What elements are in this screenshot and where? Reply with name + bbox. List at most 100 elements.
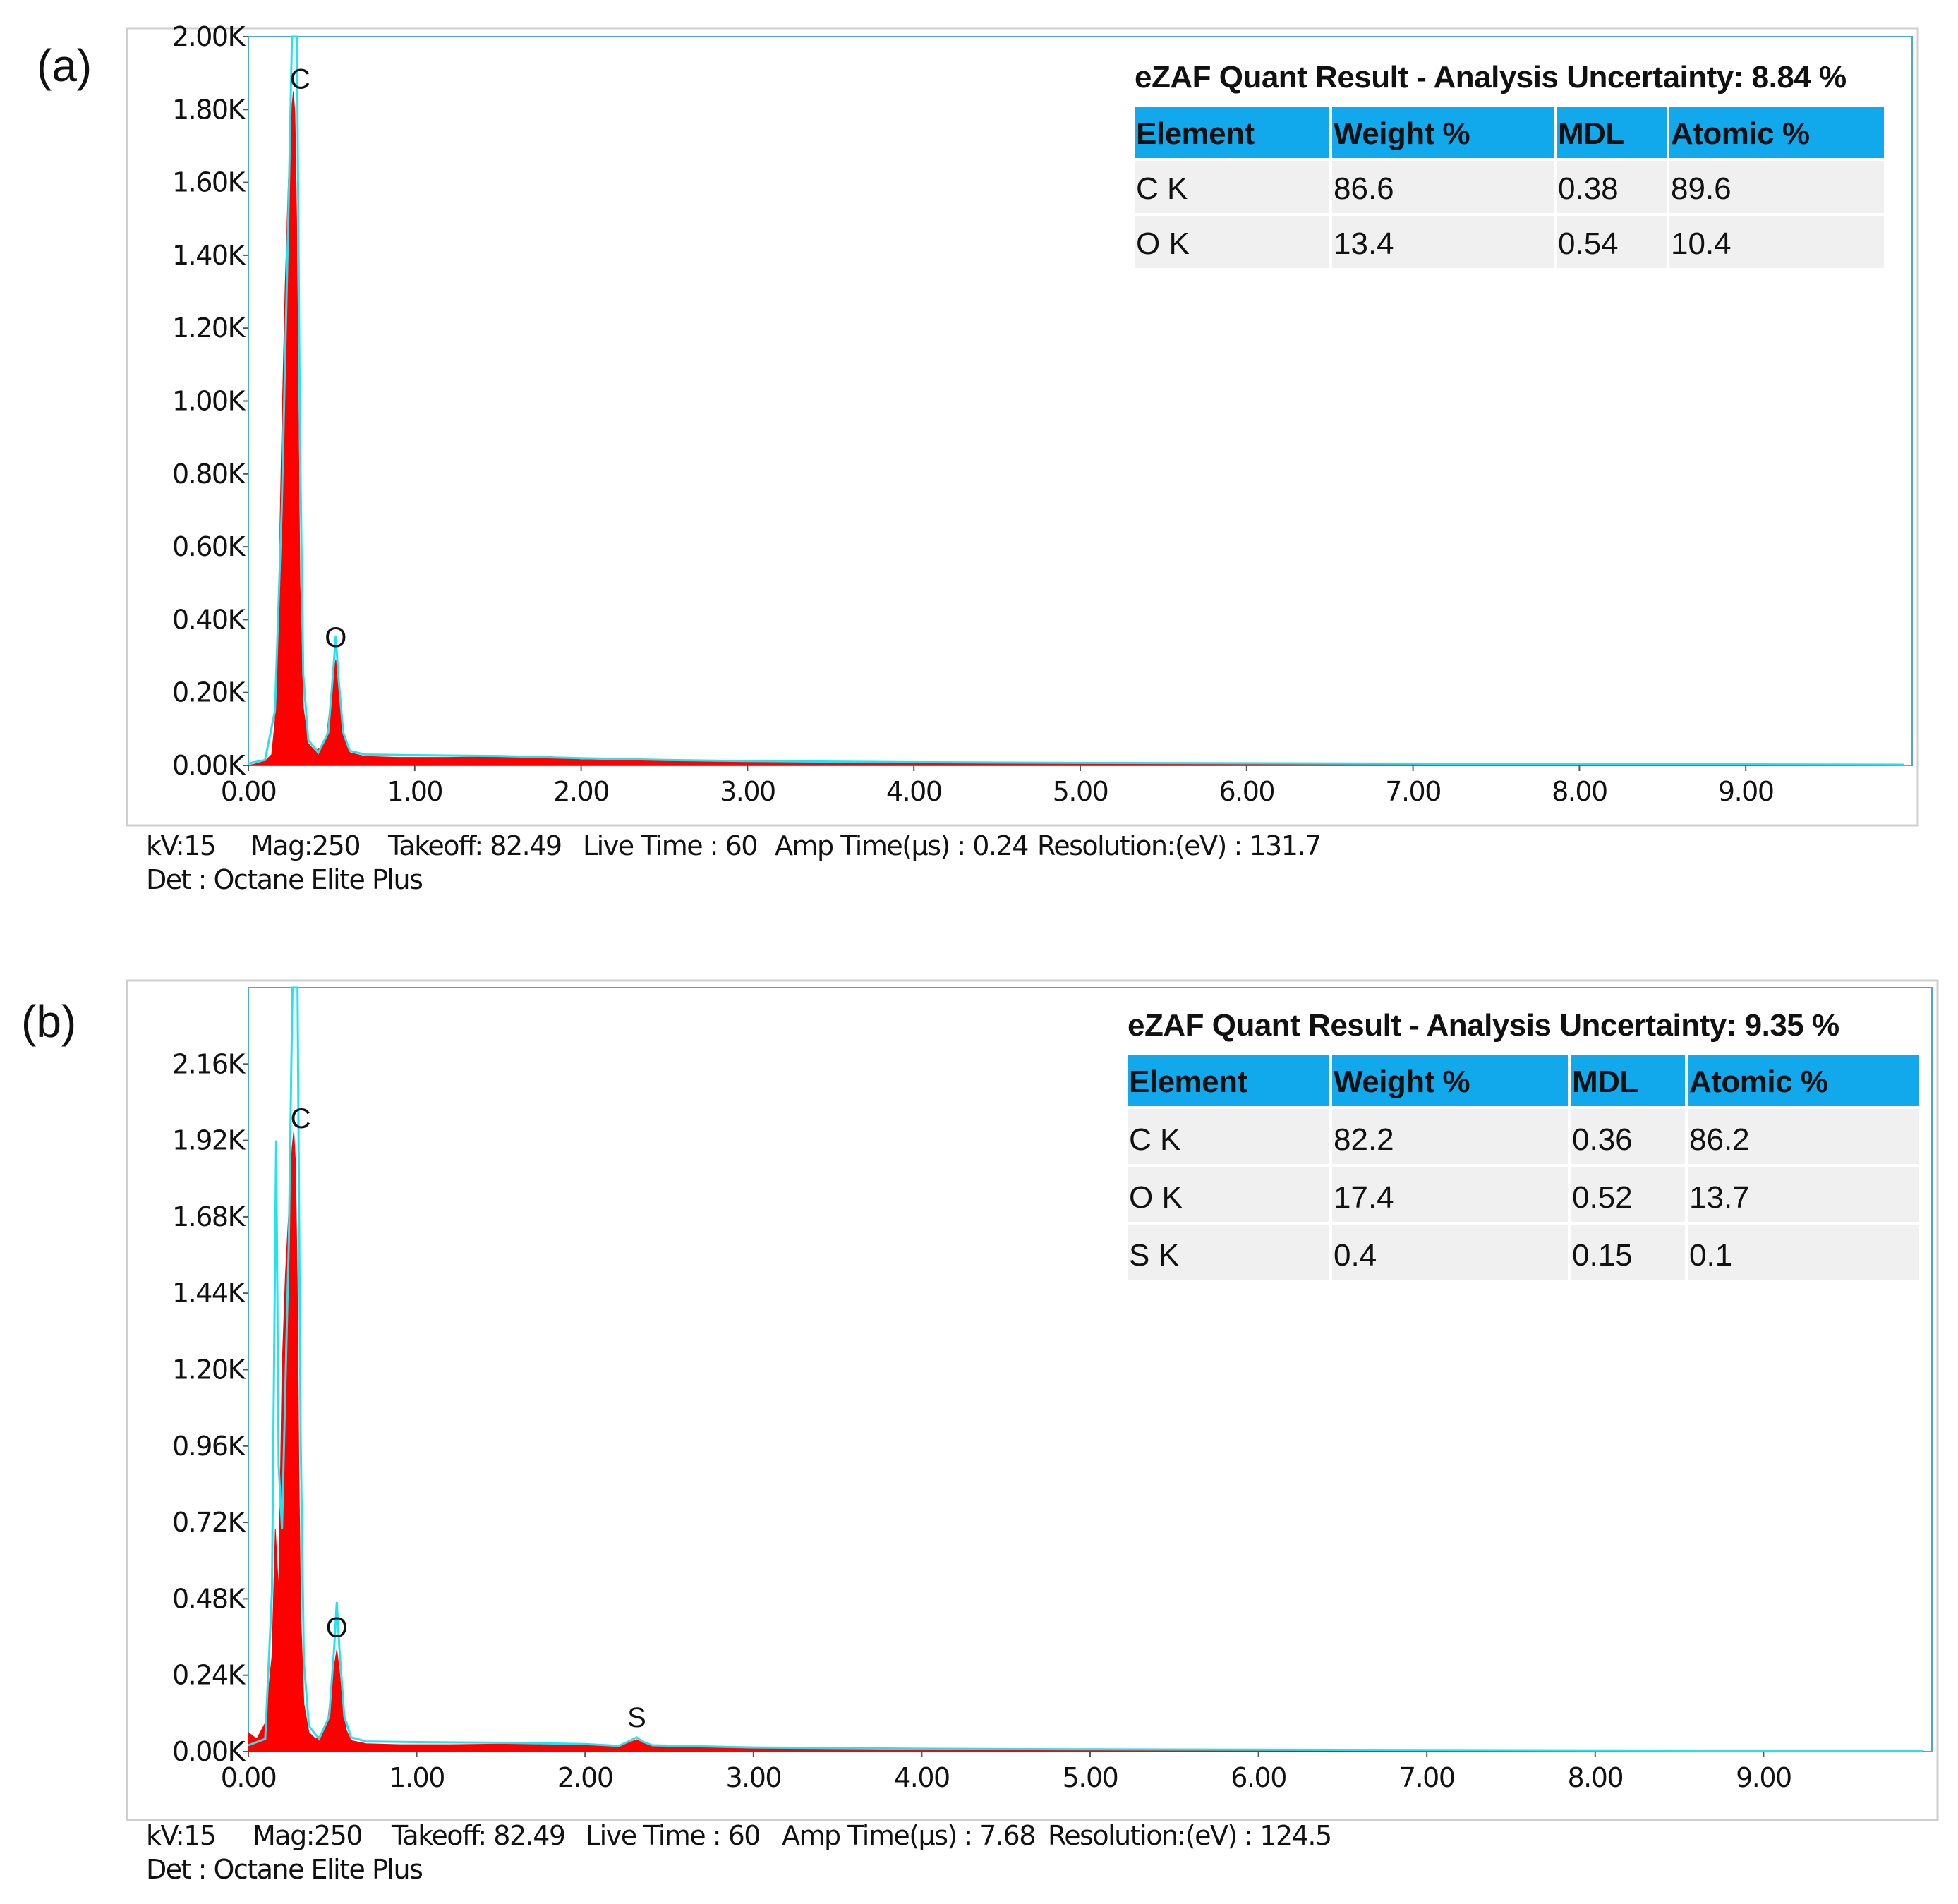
footer-param: kV:15 <box>146 1820 216 1851</box>
y-tick-label: 0.40K <box>172 604 246 635</box>
table-cell-value: O K <box>1129 1180 1183 1215</box>
y-tick-label: 2.00K <box>172 21 246 52</box>
table-cell-value: 0.38 <box>1558 171 1619 206</box>
table-cell <box>1135 216 1329 268</box>
quant-title: eZAF Quant Result - Analysis Uncertainty… <box>1135 60 1847 95</box>
y-tick-label: 0.80K <box>172 459 246 490</box>
table-cell <box>1128 1109 1329 1164</box>
y-tick-label: 1.20K <box>172 313 246 344</box>
x-tick-label: 6.00 <box>1231 1762 1286 1793</box>
footer-param: Amp Time(µs) : 0.24 <box>775 830 1028 861</box>
x-tick-label: 6.00 <box>1219 776 1274 807</box>
x-tick-label: 4.00 <box>894 1762 950 1793</box>
table-cell-value: 0.4 <box>1334 1238 1377 1273</box>
table-cell <box>1669 161 1884 213</box>
y-tick-label: 0.00K <box>172 1736 246 1767</box>
table-header-cell <box>1135 107 1329 158</box>
table-header-label: Atomic % <box>1671 116 1809 151</box>
fit-line <box>248 986 1924 1752</box>
table-cell <box>1128 1167 1329 1222</box>
y-tick-label: 1.00K <box>172 386 246 417</box>
table-header-cell <box>1332 1055 1568 1106</box>
table-cell-value: 13.4 <box>1334 226 1394 261</box>
footer-param: Takeoff: 82.49 <box>387 830 562 861</box>
peak-label-o: O <box>325 622 346 653</box>
x-tick-label: 9.00 <box>1736 1762 1791 1793</box>
table-header-cell <box>1557 107 1667 158</box>
x-tick-label: 5.00 <box>1053 776 1108 807</box>
table-cell-value: 89.6 <box>1671 171 1732 206</box>
y-tick-label: 2.16K <box>172 1048 246 1079</box>
x-tick-label: 1.00 <box>389 1762 445 1793</box>
table-cell <box>1688 1167 1919 1222</box>
table-cell <box>1332 216 1554 268</box>
table-cell <box>1557 161 1667 213</box>
table-header-label: MDL <box>1558 116 1624 151</box>
table-header-label: MDL <box>1572 1065 1638 1099</box>
table-cell-value: 0.54 <box>1558 226 1619 261</box>
panel-b-frame <box>126 979 1939 1821</box>
table-header-cell <box>1688 1055 1919 1106</box>
panel-b-label: (b) <box>21 996 76 1047</box>
footer-detector: Det : Octane Elite Plus <box>146 864 422 895</box>
table-cell <box>1332 161 1554 213</box>
y-tick-label: 1.44K <box>172 1278 246 1309</box>
footer-param: Takeoff: 82.49 <box>391 1820 565 1851</box>
x-tick-label: 8.00 <box>1567 1762 1623 1793</box>
x-tick-label: 5.00 <box>1063 1762 1118 1793</box>
table-cell <box>1669 216 1884 268</box>
y-tick-label: 1.20K <box>172 1354 246 1385</box>
panel-a: (a) 0.00K 0.20K 0.40K 0.60K 0.80K 1.00K 1.20K 1… <box>37 21 1919 895</box>
table-cell <box>1332 1109 1568 1164</box>
table-cell <box>1571 1109 1685 1164</box>
table-cell <box>1688 1225 1919 1280</box>
x-tick-label: 0.00 <box>221 776 277 807</box>
table-cell-value: C K <box>1129 1122 1180 1157</box>
x-tick-label: 7.00 <box>1385 776 1441 807</box>
table-header-label: Weight % <box>1334 1065 1470 1099</box>
table-cell <box>1332 1167 1568 1222</box>
table-cell-value: 0.1 <box>1689 1238 1732 1273</box>
table-header-label: Element <box>1136 116 1255 151</box>
panel-b: (b) 0.00K 0.24K 0.48K 0.72K 0.96K 1.20K 1.44K 1… <box>21 979 1939 1885</box>
table-cell-value: O K <box>1136 226 1190 261</box>
table-cell-value: 0.36 <box>1572 1122 1633 1157</box>
footer-param: Live Time : 60 <box>583 830 757 861</box>
x-tick-label: 8.00 <box>1552 776 1607 807</box>
table-cell <box>1135 161 1329 213</box>
y-tick-label: 1.60K <box>172 167 246 198</box>
quant-title: eZAF Quant Result - Analysis Uncertainty… <box>1128 1008 1839 1043</box>
x-tick-label: 1.00 <box>387 776 442 807</box>
x-tick-label: 9.00 <box>1718 776 1774 807</box>
panel-a-label: (a) <box>37 40 92 91</box>
table-cell <box>1571 1167 1685 1222</box>
table-cell-value: C K <box>1136 171 1188 206</box>
y-tick-label: 0.20K <box>172 677 246 708</box>
table-header-cell <box>1128 1055 1329 1106</box>
table-header-label: Element <box>1129 1065 1248 1099</box>
peak-label-c: C <box>290 63 310 95</box>
table-header-cell <box>1332 107 1554 158</box>
footer-param: Mag:250 <box>250 830 360 861</box>
x-tick-label: 3.00 <box>725 1762 781 1793</box>
y-tick-label: 1.40K <box>172 240 246 271</box>
table-cell-value: 82.2 <box>1334 1122 1394 1157</box>
table-header-cell <box>1571 1055 1685 1106</box>
y-tick-label: 0.72K <box>172 1507 246 1538</box>
table-cell-value: 13.7 <box>1689 1180 1750 1215</box>
table-cell-value: 86.6 <box>1334 171 1394 206</box>
table-cell <box>1557 216 1667 268</box>
peak-label-c: C <box>291 1103 311 1134</box>
table-cell <box>1128 1225 1329 1280</box>
x-tick-label: 0.00 <box>221 1762 277 1793</box>
footer-param: Resolution:(eV) : 124.5 <box>1048 1820 1331 1851</box>
footer-param: Resolution:(eV) : 131.7 <box>1037 830 1321 861</box>
x-tick-label: 2.00 <box>553 776 609 807</box>
y-tick-label: 0.48K <box>172 1583 246 1614</box>
y-tick-label: 0.24K <box>172 1660 246 1691</box>
fit-line <box>248 35 1904 766</box>
table-cell-value: 86.2 <box>1689 1122 1750 1157</box>
peak-label-s: S <box>627 1702 646 1733</box>
x-tick-label: 4.00 <box>886 776 942 807</box>
